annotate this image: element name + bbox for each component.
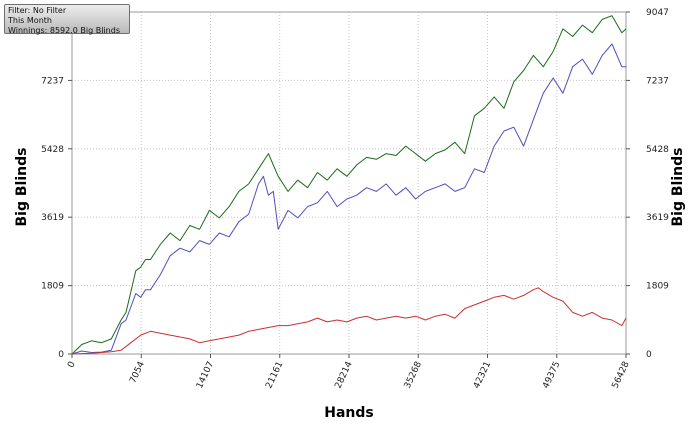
- y-tick-label-left: 1809: [41, 282, 64, 292]
- period-text: This Month: [8, 16, 52, 25]
- y-tick-label-left: 7237: [41, 76, 64, 86]
- grid-layer: [71, 11, 627, 355]
- series-line-1: [71, 15, 627, 355]
- y-tick-label-right: 5428: [646, 145, 669, 155]
- x-tick-label: 35268: [403, 360, 424, 390]
- y-tick-label-right: 1809: [646, 282, 669, 292]
- winnings-text: Winnings: 8592.0 Big Blinds: [8, 26, 120, 35]
- x-tick-label: 49375: [541, 360, 562, 390]
- filter-info-box: Filter: No Filter This Month Winnings: 8…: [4, 4, 130, 35]
- x-tick-label: 28214: [334, 360, 355, 390]
- y-tick-label-right: 0: [646, 350, 652, 360]
- filter-text: Filter: No Filter: [8, 6, 67, 15]
- x-tick-label: 56428: [611, 360, 632, 390]
- y-tick-label-right: 9047: [646, 8, 669, 18]
- y-tick-label-right: 7237: [646, 76, 669, 86]
- x-tick-label: 14107: [195, 360, 216, 390]
- x-tick-label: 7054: [128, 360, 147, 385]
- series-layer: [71, 15, 627, 355]
- y-tick-label-right: 3619: [646, 213, 669, 223]
- x-tick-label: 21161: [264, 360, 285, 390]
- x-tick-label: 0: [66, 360, 78, 370]
- series-line-3: [71, 287, 627, 355]
- y-tick-label-left: 0: [58, 350, 64, 360]
- x-axis-title: Hands: [324, 405, 374, 421]
- y-axis-title-left: Big Blinds: [14, 148, 30, 227]
- y-tick-label-left: 5428: [41, 145, 64, 155]
- series-line-2: [71, 43, 626, 355]
- y-tick-label-left: 3619: [41, 213, 64, 223]
- y-axis-title-right: Big Blinds: [670, 148, 686, 227]
- x-tick-label: 42321: [472, 360, 493, 390]
